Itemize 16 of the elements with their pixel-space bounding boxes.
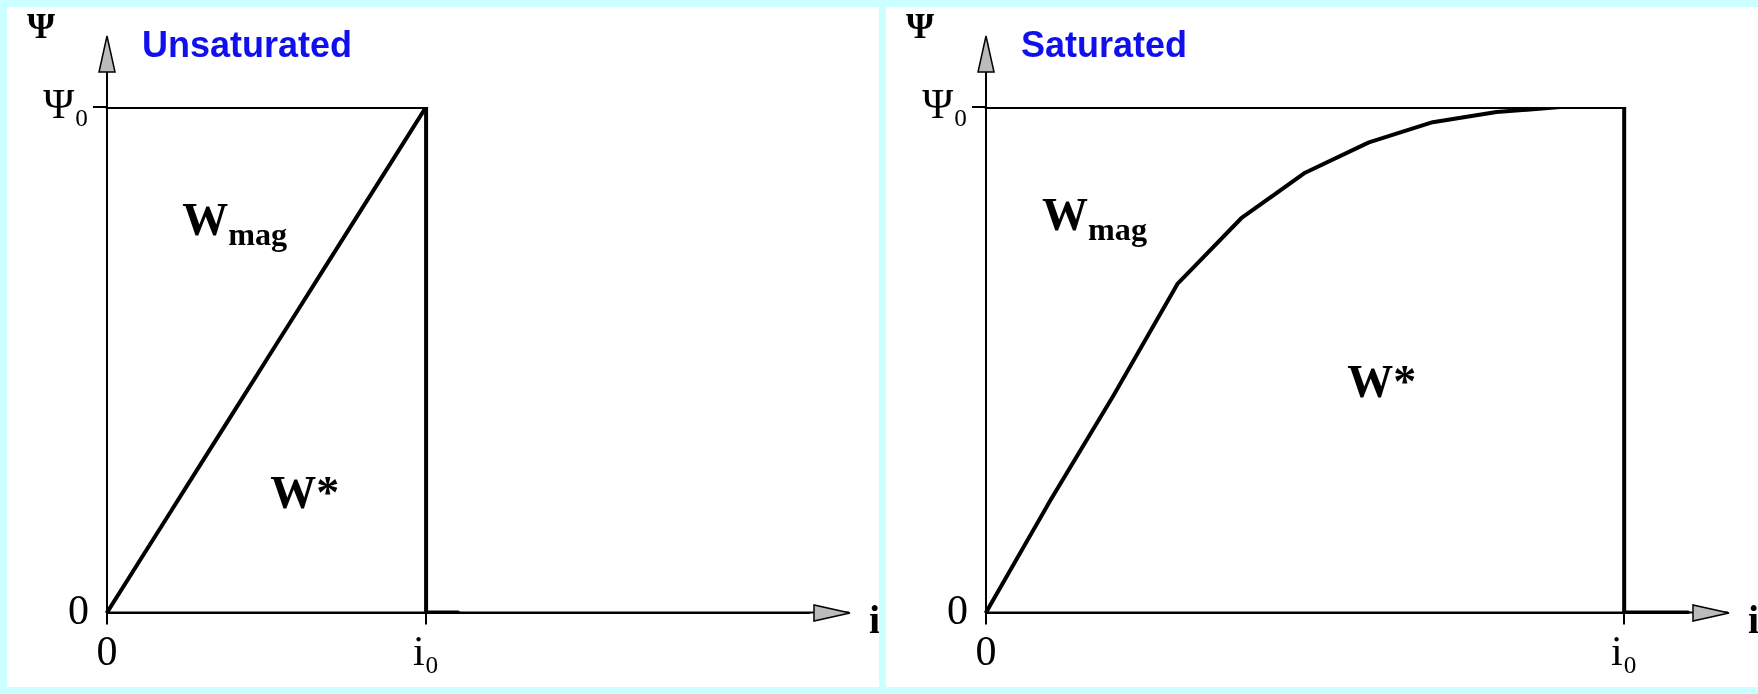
chart-title: Unsaturated [142, 23, 353, 65]
chart-title: Saturated [1021, 23, 1188, 65]
y-axis-title: Ψ [27, 6, 56, 47]
x-axis-title: i [869, 596, 881, 642]
x-tick-label: 0 [975, 627, 997, 674]
x-axis-title: i [1748, 596, 1758, 642]
annotation: W* [1347, 355, 1417, 407]
text: Ψ₀ [43, 81, 90, 128]
text: Ψ₀ [922, 81, 969, 128]
x-tick-label: i₀ [412, 627, 440, 674]
y-axis-title: Ψ [906, 6, 935, 47]
x-tick-label: 0 [96, 627, 118, 674]
x-tick-label: i₀ [1611, 627, 1638, 674]
text: 0 [68, 586, 89, 633]
text: 0 [947, 586, 968, 633]
annotation: W* [270, 467, 340, 519]
